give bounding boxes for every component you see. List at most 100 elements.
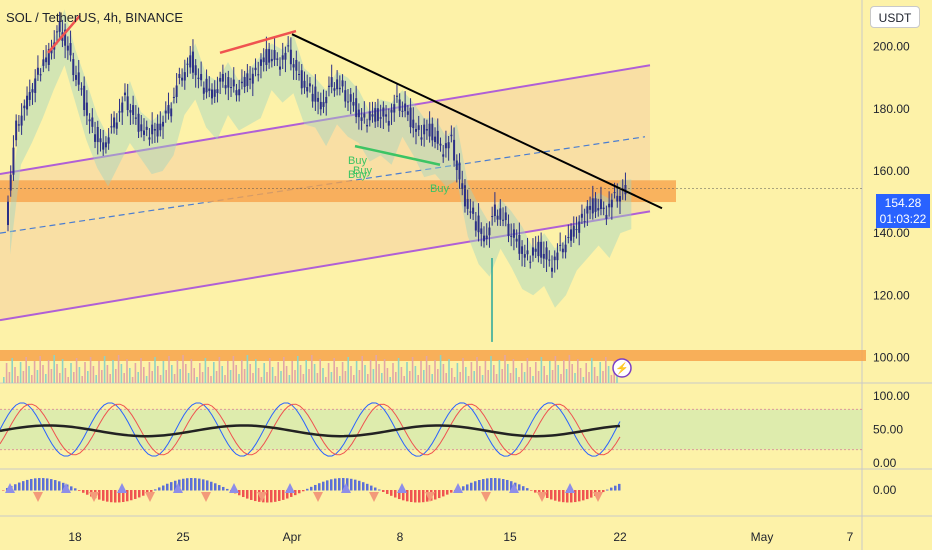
candle-body xyxy=(202,87,205,94)
histogram-bar xyxy=(606,489,609,491)
histogram-bar xyxy=(562,490,565,503)
volume-bar xyxy=(299,365,302,383)
histogram-bar xyxy=(298,490,301,494)
volume-bar xyxy=(182,355,184,383)
candle-body xyxy=(75,75,77,80)
volume-bar xyxy=(283,357,285,383)
candle-body xyxy=(123,92,126,96)
lightning-icon[interactable] xyxy=(612,358,632,378)
histogram-bar xyxy=(14,484,17,491)
candle-body xyxy=(292,64,295,68)
candle-body xyxy=(619,196,621,202)
volume-bar xyxy=(201,372,204,383)
volume-bar xyxy=(453,377,456,383)
histogram-bar xyxy=(422,490,425,503)
currency-button[interactable]: USDT xyxy=(870,6,920,28)
candle-body xyxy=(205,78,208,93)
support-zone xyxy=(0,180,676,203)
volume-bar xyxy=(395,372,397,383)
histogram-bar xyxy=(434,490,437,500)
candle-body xyxy=(477,215,480,233)
histogram-bar xyxy=(18,482,21,491)
candle-body xyxy=(589,205,592,210)
candle-body xyxy=(390,109,393,113)
time-tick-label: 22 xyxy=(613,530,627,544)
volume-bar xyxy=(14,367,16,383)
histogram-bar xyxy=(58,481,61,491)
histogram-bar xyxy=(550,490,553,500)
volume-bar xyxy=(218,357,221,383)
volume-bar xyxy=(187,373,190,383)
histogram-bar xyxy=(22,481,25,491)
signal-up-marker xyxy=(565,483,575,493)
candle-body xyxy=(624,185,627,195)
histogram-bar xyxy=(590,490,593,498)
candle-body xyxy=(436,130,439,144)
histogram-bar xyxy=(206,480,209,491)
volume-bar xyxy=(89,357,92,383)
histogram-bar xyxy=(202,479,205,491)
volume-bar xyxy=(179,369,181,383)
volume-bar xyxy=(17,376,19,383)
candle-body xyxy=(338,87,341,90)
volume-bar xyxy=(409,371,411,383)
volume-bar xyxy=(375,355,377,383)
stoch-band xyxy=(0,409,862,450)
volume-bar xyxy=(101,370,103,383)
volume-bar xyxy=(347,357,349,383)
candle-body xyxy=(434,136,437,143)
candle-body xyxy=(317,97,320,102)
price-tick-label: 140.00 xyxy=(873,226,910,240)
histogram-bar xyxy=(378,489,381,491)
lightning-icon[interactable]: ⚡ xyxy=(615,362,629,375)
candle-body xyxy=(363,113,366,118)
candle-body xyxy=(488,227,491,236)
candle-body xyxy=(409,107,412,128)
histogram-bar xyxy=(250,490,253,500)
volume-bar xyxy=(431,374,433,383)
candle-body xyxy=(216,89,219,94)
candle-body xyxy=(132,105,135,116)
volume-bar xyxy=(92,366,95,383)
volume-bar xyxy=(532,376,534,383)
channel-upper-line xyxy=(0,64,651,176)
buy-signal-label: Buy xyxy=(348,169,367,181)
histogram-bar xyxy=(470,482,473,491)
volume-bar xyxy=(378,364,380,383)
price-tick-label: 120.00 xyxy=(873,288,910,302)
candle-body xyxy=(561,248,564,253)
candle-body xyxy=(374,108,377,122)
volume-bar xyxy=(593,367,596,383)
histogram-bar xyxy=(618,483,621,491)
last-price: 154.28 xyxy=(884,196,922,210)
rsi-line xyxy=(0,424,621,438)
candle-body xyxy=(610,199,613,208)
candle-body xyxy=(230,87,233,89)
signal-up-marker xyxy=(285,483,295,493)
volume-bar xyxy=(215,371,218,383)
volume-bar xyxy=(11,358,13,383)
volume-bar xyxy=(193,368,195,383)
histogram-bar xyxy=(34,478,37,491)
candle-body xyxy=(183,72,186,81)
histogram-bar xyxy=(478,480,481,491)
candle-body xyxy=(102,142,105,150)
volume-bar xyxy=(277,362,279,383)
candle-body xyxy=(194,65,197,76)
volume-bar xyxy=(56,364,58,383)
candle-body xyxy=(300,70,303,89)
volume-bar xyxy=(22,371,25,383)
histogram-bar xyxy=(530,490,533,491)
volume-bar xyxy=(47,360,50,383)
candle-body xyxy=(172,96,175,98)
histogram-bar xyxy=(106,490,109,502)
candle-body xyxy=(325,96,328,104)
volume-bar xyxy=(103,356,106,383)
candle-body xyxy=(496,215,499,220)
volume-bar xyxy=(372,369,375,383)
candle-body xyxy=(273,50,276,60)
histogram-bar xyxy=(294,490,297,496)
volume-bar xyxy=(154,357,156,383)
volume-bar xyxy=(311,355,313,383)
